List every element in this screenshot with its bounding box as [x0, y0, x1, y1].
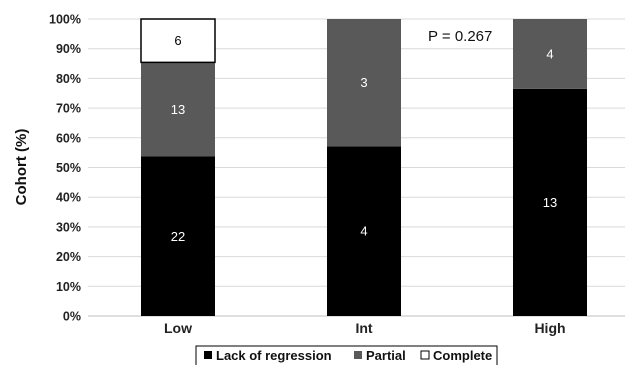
- bar-data-label: 4: [546, 46, 553, 61]
- bar-segment-partial: [513, 19, 587, 89]
- y-tick-label: 100%: [49, 13, 81, 27]
- legend-swatch: [204, 351, 212, 359]
- bar-data-label: 4: [360, 224, 367, 239]
- y-tick-label: 90%: [56, 42, 81, 56]
- bar-segment-lack-of-regression: [141, 156, 215, 316]
- bar-data-label: 13: [171, 102, 185, 117]
- legend-label: Lack of regression: [216, 348, 332, 363]
- y-axis-ticks: 0% 10% 20% 30% 40% 50% 60% 70% 80% 90% 100%: [49, 13, 81, 324]
- bar-segment-lack-of-regression: [327, 146, 401, 316]
- x-axis-categories: Low Int High: [164, 320, 566, 336]
- y-tick-label: 70%: [56, 102, 81, 116]
- x-category-label: Int: [355, 320, 372, 336]
- legend-swatch: [420, 350, 430, 360]
- y-tick-label: 0%: [63, 310, 81, 324]
- legend-swatch: [354, 351, 362, 359]
- y-tick-label: 10%: [56, 280, 81, 294]
- y-tick-label: 30%: [56, 220, 81, 234]
- y-tick-label: 40%: [56, 191, 81, 205]
- x-category-label: High: [534, 320, 565, 336]
- y-tick-label: 20%: [56, 250, 81, 264]
- y-tick-label: 80%: [56, 72, 81, 86]
- y-axis-label: Cohort (%): [13, 129, 30, 206]
- bar-data-label: 3: [360, 75, 367, 90]
- x-category-label: Low: [164, 320, 192, 336]
- bar-data-label: 6: [174, 33, 181, 48]
- legend-label: Complete: [433, 348, 492, 363]
- bar-segment-partial: [141, 62, 215, 157]
- bar-data-label: 22: [171, 229, 185, 244]
- bars: 22 13 6 4 3 13 4: [140, 18, 587, 316]
- legend: Lack of regression Partial Complete: [195, 345, 498, 367]
- bar-segment-partial: [327, 19, 401, 147]
- legend-label: Partial: [366, 348, 406, 363]
- y-tick-label: 60%: [56, 131, 81, 145]
- bar-data-label: 13: [543, 195, 557, 210]
- p-value-annotation: P = 0.267: [428, 28, 492, 45]
- bar-segment-lack-of-regression: [513, 88, 587, 316]
- y-tick-label: 50%: [56, 161, 81, 175]
- bar-segment-complete: [140, 18, 216, 64]
